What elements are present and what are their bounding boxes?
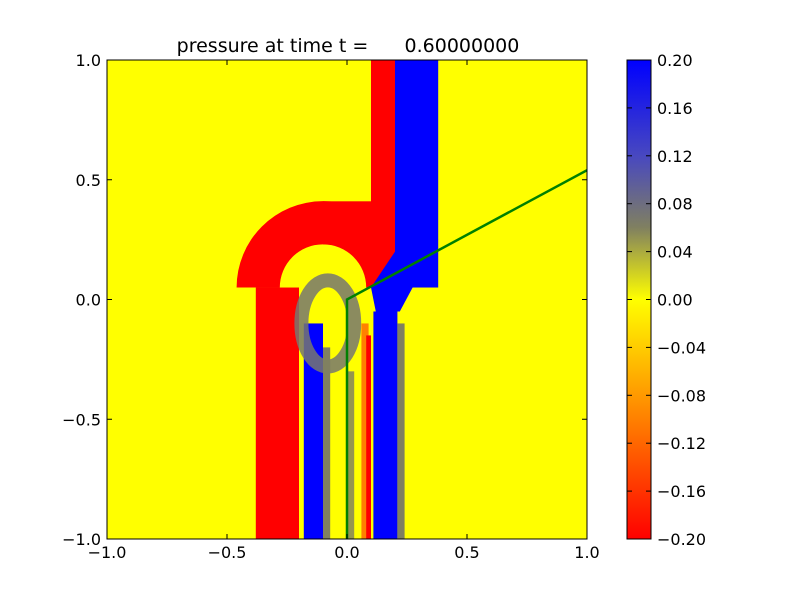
y-tick-label: 1.0 (76, 51, 101, 70)
y-tick-label: 0.5 (76, 171, 101, 190)
y-tick-label: 0.0 (76, 291, 101, 310)
colorbar-tick-label: 0.12 (657, 147, 693, 166)
colorbar-tick-label: 0.08 (657, 195, 693, 214)
x-tick-label: 0.0 (334, 543, 359, 562)
region-blue-lower-column (373, 311, 398, 539)
region-red-left-outer-strip (255, 287, 299, 539)
region-orange-strip-a (361, 323, 369, 539)
x-axis: −1.0 −0.5 0.0 0.5 1.0 (88, 60, 600, 562)
colorbar-tick-label: 0.16 (657, 99, 693, 118)
plot-area (106, 59, 588, 540)
region-red-strip-b (366, 335, 371, 539)
y-axis: −1.0 −0.5 0.0 0.5 1.0 (62, 51, 587, 549)
y-tick-label: −1.0 (62, 530, 101, 549)
region-gray-strip-a (323, 347, 331, 539)
colorbar-tick-label: 0.04 (657, 243, 693, 262)
colorbar-tick-label: −0.12 (657, 434, 706, 453)
colorbar-tick-label: −0.20 (657, 530, 706, 549)
x-tick-label: 0.5 (454, 543, 479, 562)
colorbar-tick-label: −0.04 (657, 338, 706, 357)
colorbar: 0.20 0.16 0.12 0.08 0.04 0.00 −0.04 −0.08 −0.12 −… (626, 51, 706, 549)
region-blue-diagonal (371, 239, 439, 312)
colorbar-tick-label: 0.20 (657, 51, 693, 70)
x-tick-label: −1.0 (88, 543, 127, 562)
colorbar-tick-label: −0.08 (657, 386, 706, 405)
region-gray-strip-c (347, 371, 355, 539)
x-tick-label: −0.5 (208, 543, 247, 562)
overlay-line (345, 169, 587, 539)
y-tick-label: −0.5 (62, 410, 101, 429)
region-red-upper-column (371, 60, 395, 245)
chart-title: pressure at time t = 0.60000000 (177, 35, 520, 57)
colorbar-tick-label: 0.00 (657, 291, 693, 310)
region-blue-left-inner-strip (303, 323, 323, 539)
colorbar-tick-label: −0.16 (657, 482, 706, 501)
region-gray-strip-b (397, 323, 405, 539)
x-tick-label: 1.0 (574, 543, 599, 562)
